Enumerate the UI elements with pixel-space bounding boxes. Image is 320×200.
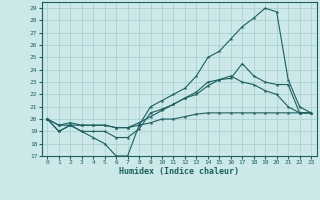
X-axis label: Humidex (Indice chaleur): Humidex (Indice chaleur) [119,167,239,176]
